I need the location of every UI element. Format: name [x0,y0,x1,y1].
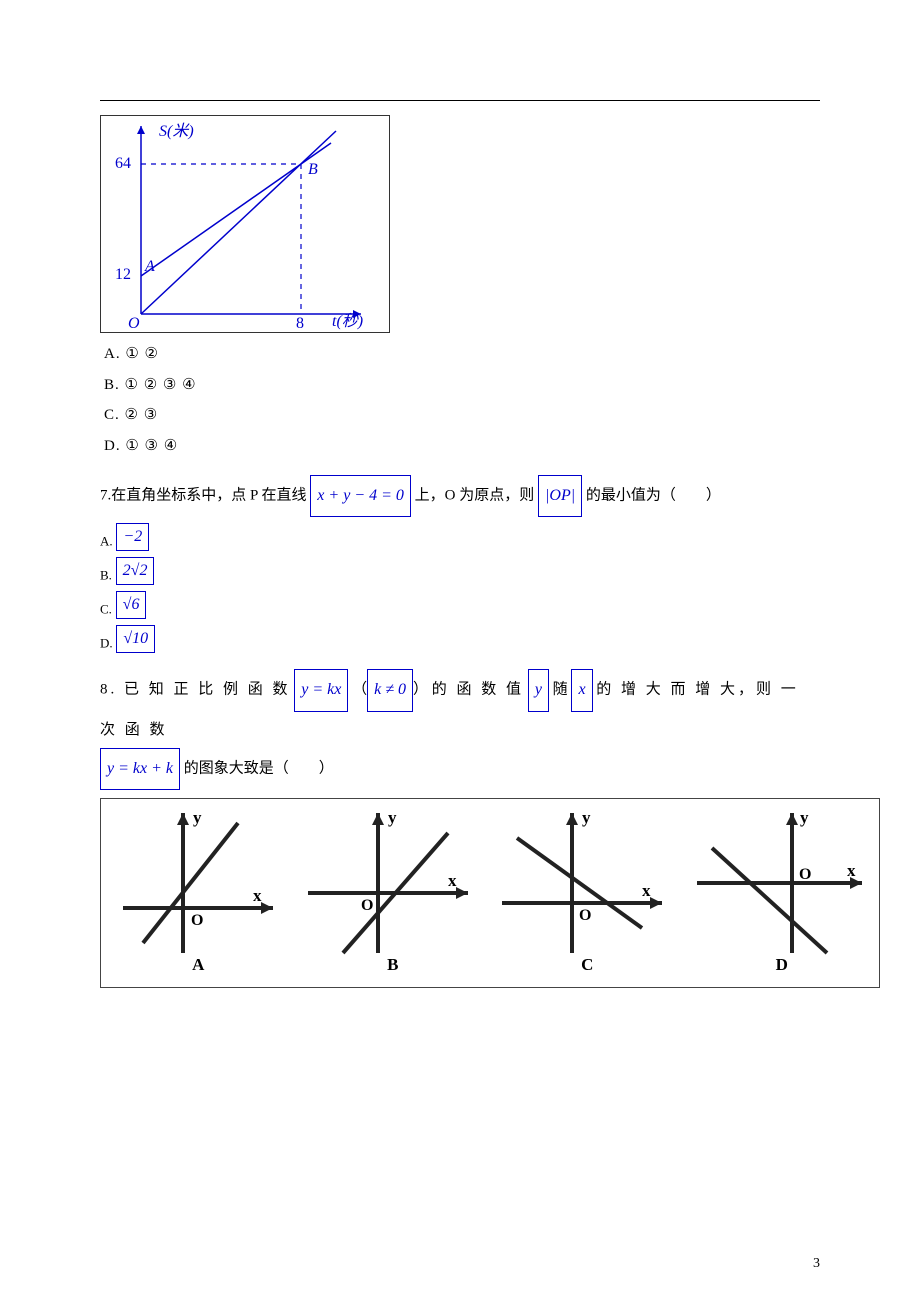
svg-text:y: y [193,808,202,827]
q6-option-c: C. ② ③ [104,404,820,427]
svg-text:y: y [388,808,397,827]
svg-text:64: 64 [115,155,131,172]
svg-text:x: x [847,861,856,880]
q8-panel-b: x y O B [298,803,488,983]
svg-text:x: x [448,871,457,890]
svg-text:O: O [361,897,373,914]
svg-text:A: A [144,258,155,275]
question-8: 8. 已 知 正 比 例 函 数 y = kx （k ≠ 0） 的 函 数 值 … [100,669,820,790]
y-axis-label: S(米) [159,122,194,140]
q6-option-a: A. ① ② [104,343,820,366]
x-axis-label: t(秒) [332,312,363,330]
svg-text:O: O [799,866,811,883]
svg-text:x: x [253,886,262,905]
q7-option-d: D. √10 [100,625,820,653]
svg-text:y: y [800,808,809,827]
svg-text:8: 8 [296,315,304,332]
motion-graph: S(米) t(秒) 64 12 8 O A B [100,115,390,333]
svg-text:y: y [582,808,591,827]
q7-text-post: 的最小值为（ ） [586,488,721,504]
q6-option-d: D. ① ③ ④ [104,435,820,458]
svg-text:O: O [579,907,591,924]
q6-option-b: B. ① ② ③ ④ [104,374,820,397]
q7-option-a: A. −2 [100,523,820,551]
svg-text:O: O [191,912,203,929]
q7-option-b: B. 2√2 [100,557,820,585]
q8-graph-options: x y O A x y O B x y O C [100,798,880,988]
q8-panel-d: x y O D [687,803,877,983]
q7-text-mid: 上，O 为原点，则 [415,488,535,504]
svg-text:x: x [642,881,651,900]
svg-text:B: B [308,161,318,178]
page-number: 3 [813,1253,820,1274]
question-7: 7.在直角坐标系中，点 P 在直线 x + y − 4 = 0 上，O 为原点，… [100,475,820,517]
q8-panel-c: x y O C [492,803,682,983]
q7-option-c: C. √6 [100,591,820,619]
q7-text-pre: 7.在直角坐标系中，点 P 在直线 [100,488,307,504]
q8-panel-a: x y O A [103,803,293,983]
q7-equation-line: x + y − 4 = 0 [310,475,411,517]
svg-text:12: 12 [115,266,131,283]
q7-equation-op: |OP| [538,475,582,517]
svg-text:O: O [128,315,140,332]
